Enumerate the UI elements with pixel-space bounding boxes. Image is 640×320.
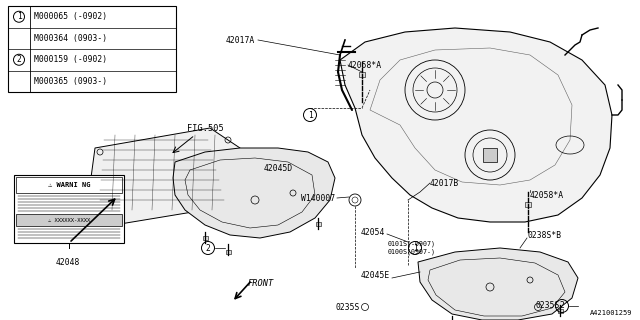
Text: 42017B: 42017B	[430, 179, 460, 188]
Text: 42054: 42054	[360, 228, 385, 236]
Bar	[359, 72, 365, 77]
Text: ⚠ WARNI NG: ⚠ WARNI NG	[48, 182, 90, 188]
Text: 0235S: 0235S	[335, 302, 360, 311]
Text: A421001259: A421001259	[589, 310, 632, 316]
Text: 0101S(-0907): 0101S(-0907)	[388, 241, 436, 247]
Text: M000364 (0903-): M000364 (0903-)	[34, 34, 107, 43]
Text: 1: 1	[17, 12, 21, 21]
Bar	[225, 250, 230, 254]
Text: 42045E: 42045E	[361, 271, 390, 281]
Bar	[316, 222, 321, 226]
Polygon shape	[418, 248, 578, 320]
Bar	[16, 177, 122, 193]
Text: FIG.505: FIG.505	[187, 124, 223, 133]
Text: ⚠ XXXXXX-XXXX: ⚠ XXXXXX-XXXX	[48, 218, 90, 222]
Polygon shape	[340, 28, 612, 222]
Text: FRONT: FRONT	[248, 278, 275, 287]
Text: M000365 (0903-): M000365 (0903-)	[34, 77, 107, 86]
Polygon shape	[173, 148, 335, 238]
Text: 2: 2	[205, 244, 211, 252]
Text: M000159 (-0902): M000159 (-0902)	[34, 55, 107, 64]
Text: 42058*A: 42058*A	[530, 190, 564, 199]
Text: 0100S(0907-): 0100S(0907-)	[388, 249, 436, 255]
Bar	[525, 202, 531, 207]
Text: 1: 1	[308, 110, 312, 119]
Polygon shape	[88, 128, 240, 224]
Text: 2: 2	[17, 55, 21, 64]
Text: 0238S*B: 0238S*B	[527, 230, 561, 239]
Text: 42017A: 42017A	[226, 36, 255, 44]
Text: 2: 2	[559, 301, 564, 310]
Bar	[16, 214, 122, 226]
Text: M000065 (-0902): M000065 (-0902)	[34, 12, 107, 21]
Bar	[202, 236, 207, 240]
Text: 0235S: 0235S	[535, 301, 559, 310]
Bar	[557, 309, 563, 313]
Text: W140007: W140007	[301, 194, 335, 203]
Bar	[8, 6, 176, 92]
Text: 42045D: 42045D	[264, 164, 292, 173]
Bar	[14, 175, 124, 243]
Text: 42048: 42048	[56, 258, 80, 267]
Bar	[483, 148, 497, 162]
Text: 42058*A: 42058*A	[348, 60, 382, 69]
Text: 1: 1	[413, 244, 417, 252]
